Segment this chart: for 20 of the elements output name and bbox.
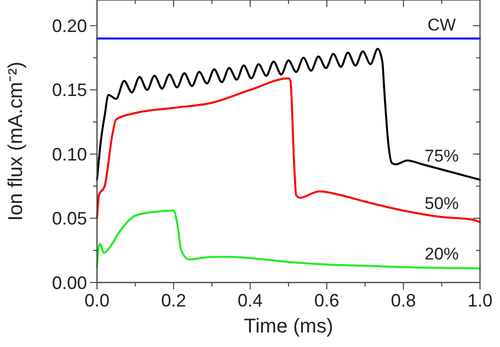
series-label: 75%: [424, 146, 459, 166]
x-axis-title: Time (ms): [244, 316, 334, 338]
x-tick-label: 0.6: [314, 290, 340, 310]
y-tick-label: 0.20: [52, 16, 87, 36]
line-series: [96, 210, 481, 270]
y-tick-label: 0.05: [52, 208, 87, 229]
y-tick-label: 0.00: [52, 272, 87, 293]
series-label: 50%: [424, 194, 459, 214]
line-series: [96, 48, 481, 181]
x-tick-label: 0.0: [84, 290, 110, 310]
x-tick-label: 1.0: [467, 290, 493, 310]
series-label: 20%: [424, 244, 459, 264]
y-tick-label: 0.10: [52, 144, 87, 164]
x-tick-label: 0.8: [390, 290, 416, 310]
series-label: CW: [428, 16, 456, 35]
y-axis-title: Ion flux (mA.cm⁻²): [5, 62, 27, 221]
x-tick-label: 0.4: [238, 290, 263, 310]
x-tick-label: 0.2: [161, 290, 186, 310]
line-series: [96, 77, 481, 224]
y-tick-label: 0.15: [52, 80, 87, 100]
